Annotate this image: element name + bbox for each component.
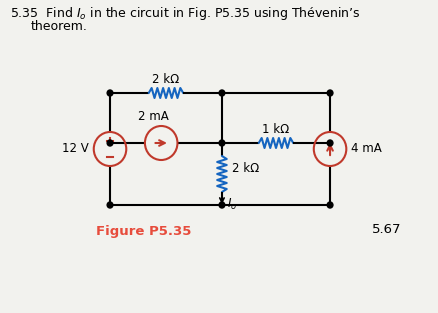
Text: 5.35  Find $I_o$ in the circuit in Fig. P5.35 using Thévenin’s: 5.35 Find $I_o$ in the circuit in Fig. P… bbox=[10, 5, 360, 22]
Text: 2 kΩ: 2 kΩ bbox=[152, 73, 180, 86]
Text: $I_o$: $I_o$ bbox=[227, 197, 237, 212]
Circle shape bbox=[219, 202, 225, 208]
Circle shape bbox=[327, 202, 333, 208]
Text: 12 V: 12 V bbox=[62, 142, 89, 156]
Circle shape bbox=[107, 90, 113, 96]
Circle shape bbox=[219, 140, 225, 146]
Circle shape bbox=[327, 140, 333, 146]
Text: 4 mA: 4 mA bbox=[351, 142, 382, 156]
Text: 2 mA: 2 mA bbox=[138, 110, 169, 123]
Text: 2 kΩ: 2 kΩ bbox=[232, 162, 259, 176]
Circle shape bbox=[327, 90, 333, 96]
Circle shape bbox=[219, 90, 225, 96]
Text: theorem.: theorem. bbox=[31, 20, 88, 33]
Circle shape bbox=[107, 140, 113, 146]
Text: 1 kΩ: 1 kΩ bbox=[262, 123, 290, 136]
Text: Figure P5.35: Figure P5.35 bbox=[95, 225, 191, 238]
Text: 5.67: 5.67 bbox=[372, 223, 402, 236]
Circle shape bbox=[107, 202, 113, 208]
